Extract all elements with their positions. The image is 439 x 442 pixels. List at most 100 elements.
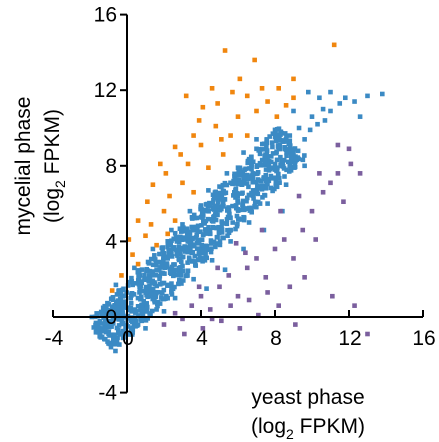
data-point	[178, 259, 184, 265]
data-point	[179, 281, 184, 286]
data-point	[246, 192, 252, 198]
data-point	[191, 276, 196, 282]
data-point	[287, 163, 292, 169]
data-point	[112, 311, 117, 316]
data-point	[206, 165, 211, 170]
data-point	[110, 297, 116, 303]
data-point	[205, 247, 211, 253]
data-point	[157, 276, 162, 282]
data-point	[200, 326, 206, 331]
data-point	[159, 281, 165, 286]
data-point	[260, 147, 266, 152]
data-point	[129, 291, 134, 297]
data-point	[212, 203, 218, 209]
data-point	[165, 239, 171, 244]
data-point	[98, 332, 103, 338]
data-point	[158, 270, 164, 276]
data-point	[121, 286, 126, 292]
data-point	[243, 250, 248, 256]
data-point	[266, 163, 272, 168]
data-point	[112, 340, 118, 346]
data-point	[119, 321, 125, 327]
data-point	[291, 76, 296, 82]
data-point	[249, 162, 254, 168]
data-point	[259, 157, 265, 163]
data-point	[217, 242, 223, 248]
data-point	[201, 247, 206, 253]
data-point	[135, 261, 141, 267]
data-point	[244, 265, 250, 271]
data-point	[176, 277, 182, 283]
data-point	[262, 153, 267, 159]
data-point	[231, 193, 236, 198]
data-point	[235, 200, 241, 205]
data-point	[161, 254, 166, 260]
data-point	[161, 257, 166, 263]
data-point	[93, 329, 99, 335]
data-point	[284, 153, 289, 159]
data-point	[224, 217, 230, 222]
data-point	[118, 291, 124, 297]
data-point	[256, 146, 262, 152]
data-point	[239, 179, 244, 185]
x-axis-title-part: (log	[251, 415, 286, 438]
data-point	[244, 181, 250, 186]
data-point	[121, 305, 127, 310]
data-point	[208, 238, 214, 243]
data-point	[182, 228, 188, 234]
data-point	[228, 303, 233, 308]
data-point	[307, 127, 313, 133]
data-point	[176, 244, 182, 250]
data-point	[140, 311, 146, 317]
data-point	[155, 259, 161, 265]
data-point	[230, 89, 235, 95]
data-point	[191, 133, 196, 138]
data-point	[241, 215, 247, 220]
y-tick-label: 0	[105, 306, 117, 329]
data-point	[265, 156, 270, 161]
x-tick-label: -4	[45, 327, 64, 350]
data-point	[135, 295, 141, 301]
data-point	[259, 86, 265, 91]
data-point	[192, 259, 198, 264]
data-point	[164, 261, 170, 266]
data-point	[143, 326, 148, 331]
data-point	[302, 275, 307, 280]
data-point	[302, 137, 307, 142]
data-point	[263, 275, 269, 280]
data-point	[130, 319, 135, 325]
data-point	[282, 174, 287, 179]
data-point	[234, 190, 239, 196]
data-point	[146, 289, 151, 295]
data-point	[165, 244, 170, 250]
data-point	[178, 152, 183, 157]
data-point	[213, 190, 219, 196]
data-point	[234, 213, 240, 219]
data-point	[178, 251, 183, 257]
data-point	[174, 251, 180, 257]
data-point	[210, 200, 216, 206]
y-axis-title-subscript: 2	[52, 180, 68, 188]
data-point	[283, 182, 289, 187]
data-point	[150, 286, 156, 292]
data-point	[292, 160, 298, 166]
data-point	[241, 179, 247, 184]
points-layer	[89, 42, 385, 354]
data-point	[320, 106, 326, 112]
data-point	[198, 229, 203, 234]
data-point	[170, 270, 176, 275]
data-point	[214, 235, 220, 240]
data-point	[102, 325, 108, 330]
data-point	[141, 298, 147, 304]
data-point	[187, 257, 192, 262]
data-point	[221, 235, 226, 241]
data-point	[291, 108, 296, 114]
data-point	[253, 179, 259, 185]
data-point	[282, 131, 288, 136]
data-point	[157, 251, 162, 257]
data-point	[144, 309, 150, 314]
data-point	[178, 273, 184, 278]
data-point	[276, 171, 281, 177]
data-point	[204, 255, 210, 261]
data-point	[193, 235, 199, 240]
